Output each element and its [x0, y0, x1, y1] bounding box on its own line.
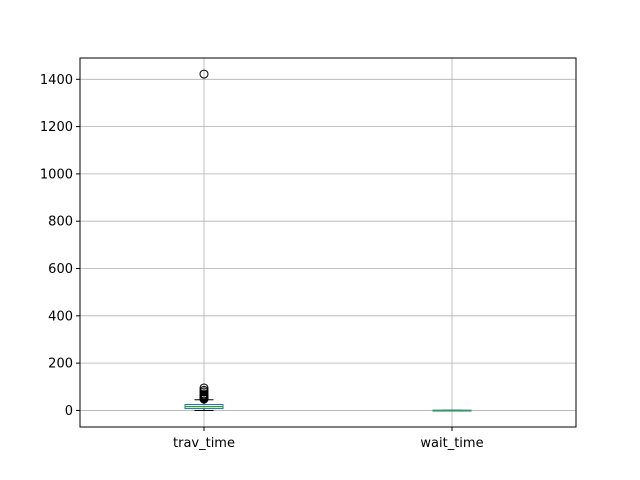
y-tick-label: 0 — [65, 404, 73, 419]
box-trav_time — [184, 69, 224, 411]
outlier-point — [199, 385, 209, 395]
outlier-point — [199, 69, 209, 79]
outlier-point — [199, 383, 209, 393]
y-tick-label: 800 — [48, 215, 73, 230]
x-tick-label: wait_time — [420, 436, 483, 451]
plot-frame — [79, 57, 577, 428]
y-tick-label: 1200 — [40, 120, 73, 135]
box-wait_time — [432, 409, 472, 412]
grid-lines — [80, 58, 576, 427]
y-tick-label: 600 — [48, 262, 73, 277]
x-axis: trav_time wait_time — [173, 427, 484, 451]
y-axis: 0 200 400 600 800 1000 1200 1400 — [40, 73, 80, 419]
y-tick-label: 1000 — [40, 167, 73, 182]
y-tick-label: 1400 — [40, 73, 73, 88]
x-tick-label: trav_time — [173, 436, 235, 451]
y-tick-label: 200 — [48, 357, 73, 372]
box-series — [184, 69, 472, 412]
y-tick-label: 400 — [48, 309, 73, 324]
